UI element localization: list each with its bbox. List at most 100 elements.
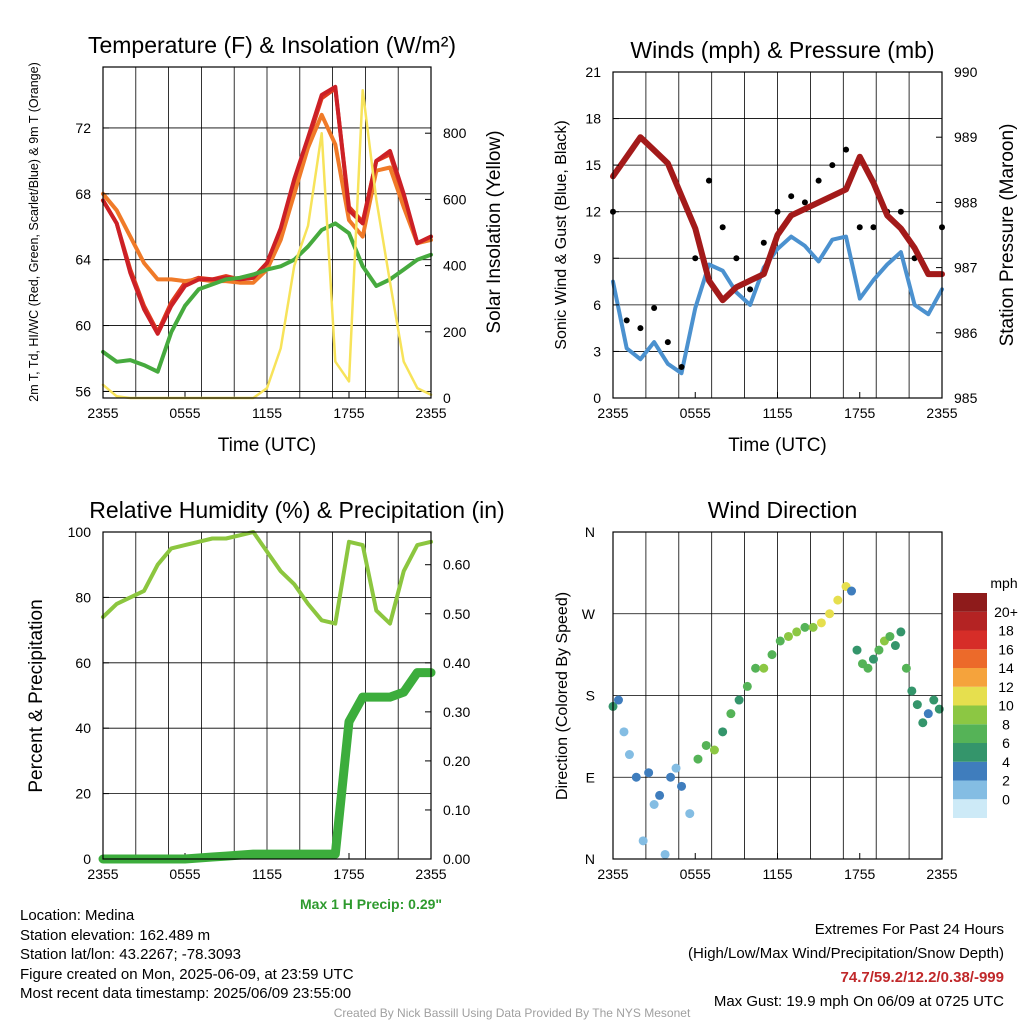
y-tick-label: 21 [585,64,601,80]
gust-point [870,224,877,231]
colorbar-label: 16 [998,641,1014,657]
direction-point [671,763,681,773]
colorbar-swatch [953,799,987,818]
x-tick-label: 1155 [252,866,282,882]
temperature-chart: Temperature (F) & Insolation (W/m²)2355 0… [27,32,505,456]
chart-title: Wind Direction [708,497,858,523]
colorbar-label: 10 [998,698,1014,714]
plot-border [612,71,943,399]
y2-tick-label: 0.40 [443,655,470,671]
direction-point [624,750,634,760]
gust-point [705,177,712,184]
y-tick-label: 60 [75,655,91,671]
series-line-2 [101,84,433,336]
direction-point [775,636,785,646]
chart-title: Relative Humidity (%) & Precipitation (i… [89,497,504,523]
gust-point [651,304,658,311]
series-line-0 [101,530,433,626]
colorbar-swatch [953,630,987,650]
y2-tick-label: 600 [443,191,467,207]
colorbar-swatch [953,743,987,762]
direction-point [792,627,802,637]
gust-point [678,363,685,370]
direction-point [767,650,777,660]
colorbar-label: 20+ [994,604,1018,620]
plot-border [102,66,432,399]
colorbar-title: mph [990,575,1017,591]
y-tick-label: 64 [75,252,91,268]
x-tick-label: 0555 [680,866,711,882]
colorbar-swatch [953,611,987,631]
gust-point [637,325,644,332]
chart-title: Winds (mph) & Pressure (mb) [630,37,934,63]
y2-tick-label: 989 [954,129,978,145]
series-line-3 [101,221,433,374]
y-tick-label: 60 [75,318,91,334]
direction-point [742,681,752,691]
gust-point [897,208,904,215]
y-tick-label: 80 [75,589,91,605]
series-line-2 [610,134,945,304]
chart-title: Temperature (F) & Insolation (W/m²) [88,32,456,58]
direction-point [808,622,818,632]
direction-point [885,631,895,641]
y2-tick-label: 0.60 [443,557,470,573]
x-tick-label: 0555 [169,405,200,421]
y2-tick-label: 400 [443,258,467,274]
x-tick-label: 1155 [762,866,792,882]
x-tick-label: 1755 [333,866,364,882]
y2-tick-label: 0.20 [443,753,470,769]
y2-tick-label: 800 [443,125,467,141]
colorbar-label: 14 [998,660,1014,676]
y-tick-label: 0 [83,851,91,867]
y-tick-label: N [585,524,595,540]
y-tick-label: 9 [593,250,601,266]
direction-point [631,772,641,782]
recent-timestamp: Most recent data timestamp: 2025/06/09 2… [20,985,352,1002]
gust-point [692,255,699,262]
direction-point [709,745,719,755]
colorbar-label: 12 [998,679,1014,695]
colorbar-swatch [953,593,987,612]
x-tick-label: 2355 [597,866,628,882]
colorbar-swatch [953,724,987,743]
direction-point [890,641,900,651]
x-tick-label: 0555 [169,866,200,882]
gust-point [788,193,795,200]
colorbar-label: 2 [1002,773,1010,789]
gust-point [747,286,754,293]
direction-point [825,609,835,619]
station-elevation: Station elevation: 162.489 m [20,926,211,944]
x-tick-label: 1755 [333,405,364,421]
max-precip-label: Max 1 H Precip: 0.29" [300,896,443,912]
colorbar-label: 6 [1002,735,1010,751]
direction-point [847,586,857,596]
gust-point [774,208,781,215]
station-info: Location: Medina Station elevation: 162.… [20,906,354,1004]
y2-tick-label: 986 [954,325,978,341]
direction-point [734,695,744,705]
gust-point [664,339,671,346]
gust-point [829,162,836,169]
gust-point [801,199,808,206]
direction-point [701,740,711,750]
y-tick-label: 72 [75,120,91,136]
y2-axis-label: Solar Insolation (Yellow) [484,130,505,333]
station-location: Location: Medina [20,907,135,924]
direction-point [833,595,843,605]
y2-tick-label: 0 [443,390,451,406]
y2-tick-label: 200 [443,324,467,340]
direction-point [613,695,623,705]
credit-line: Created By Nick Bassill Using Data Provi… [333,1006,691,1020]
colorbar-swatch [953,668,987,687]
direction-point [901,663,911,673]
winds-chart: Winds (mph) & Pressure (mb) 2355 0555 1155 1… [553,37,1018,456]
gust-point [843,146,850,153]
gust-point [760,239,767,246]
x-tick-label: 2355 [415,405,446,421]
y-tick-label: E [586,769,595,785]
extremes-values: 74.7/59.2/12.2/0.38/-999 [840,969,1004,986]
x-axis-label: Time (UTC) [728,435,827,456]
